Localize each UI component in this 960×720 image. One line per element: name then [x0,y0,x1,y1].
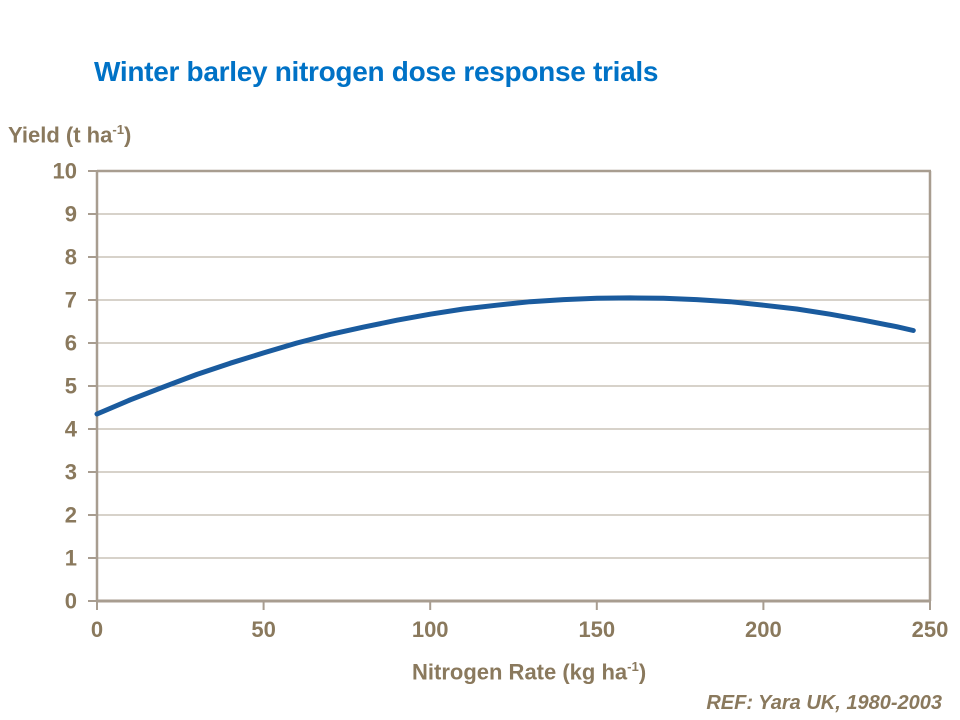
x-axis-title-text: Nitrogen Rate (kg ha [412,659,628,685]
x-axis-title-superscript: -1 [627,659,639,674]
y-tick-label: 0 [65,589,77,614]
y-tick-label: 10 [53,159,77,184]
y-tick-label: 7 [65,288,77,313]
yield-response-curve [94,295,916,417]
x-axis-title: Nitrogen Rate (kg ha-1) [412,659,646,685]
y-tick-label: 6 [65,331,77,356]
y-axis-title-text: Yield (t ha [8,122,113,148]
chart-title: Winter barley nitrogen dose response tri… [94,56,659,87]
y-tick-label: 5 [65,374,77,399]
y-axis-title-superscript: -1 [112,122,125,137]
x-tick-label: 0 [91,617,103,642]
x-tick-label: 100 [412,617,449,642]
y-tick-label: 8 [65,245,77,270]
y-tick-label: 3 [65,460,77,485]
x-tick-label: 250 [912,617,949,642]
y-tick-label: 4 [65,417,78,442]
x-axis-title-suffix: ) [638,659,647,685]
reference-note: REF: Yara UK, 1980-2003 [706,692,942,714]
y-tick-label: 2 [65,503,77,528]
y-axis-title-suffix: ) [124,122,132,148]
x-tick-label: 200 [745,617,782,642]
x-tick-label: 150 [578,617,615,642]
y-tick-label: 9 [65,202,77,227]
y-tick-label: 1 [65,546,77,571]
x-tick-label: 50 [251,617,275,642]
y-axis-title: Yield (t ha-1) [8,122,131,148]
